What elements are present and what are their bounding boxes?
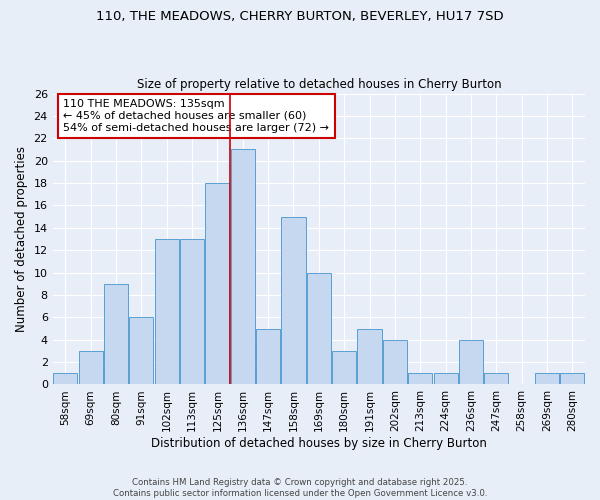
Bar	[560, 374, 584, 384]
Y-axis label: Number of detached properties: Number of detached properties	[15, 146, 28, 332]
Bar	[383, 340, 407, 384]
Text: Contains HM Land Registry data © Crown copyright and database right 2025.
Contai: Contains HM Land Registry data © Crown c…	[113, 478, 487, 498]
Title: Size of property relative to detached houses in Cherry Burton: Size of property relative to detached ho…	[137, 78, 501, 91]
Bar	[231, 150, 255, 384]
Bar	[408, 374, 432, 384]
Bar	[484, 374, 508, 384]
Bar	[332, 351, 356, 384]
Bar	[53, 374, 77, 384]
X-axis label: Distribution of detached houses by size in Cherry Burton: Distribution of detached houses by size …	[151, 437, 487, 450]
Bar	[459, 340, 483, 384]
Bar	[535, 374, 559, 384]
Bar	[307, 272, 331, 384]
Bar	[130, 318, 154, 384]
Bar	[79, 351, 103, 384]
Bar	[281, 216, 305, 384]
Text: 110 THE MEADOWS: 135sqm
← 45% of detached houses are smaller (60)
54% of semi-de: 110 THE MEADOWS: 135sqm ← 45% of detache…	[64, 100, 329, 132]
Bar	[155, 239, 179, 384]
Bar	[358, 328, 382, 384]
Bar	[434, 374, 458, 384]
Bar	[205, 183, 229, 384]
Bar	[104, 284, 128, 384]
Text: 110, THE MEADOWS, CHERRY BURTON, BEVERLEY, HU17 7SD: 110, THE MEADOWS, CHERRY BURTON, BEVERLE…	[96, 10, 504, 23]
Bar	[256, 328, 280, 384]
Bar	[180, 239, 204, 384]
